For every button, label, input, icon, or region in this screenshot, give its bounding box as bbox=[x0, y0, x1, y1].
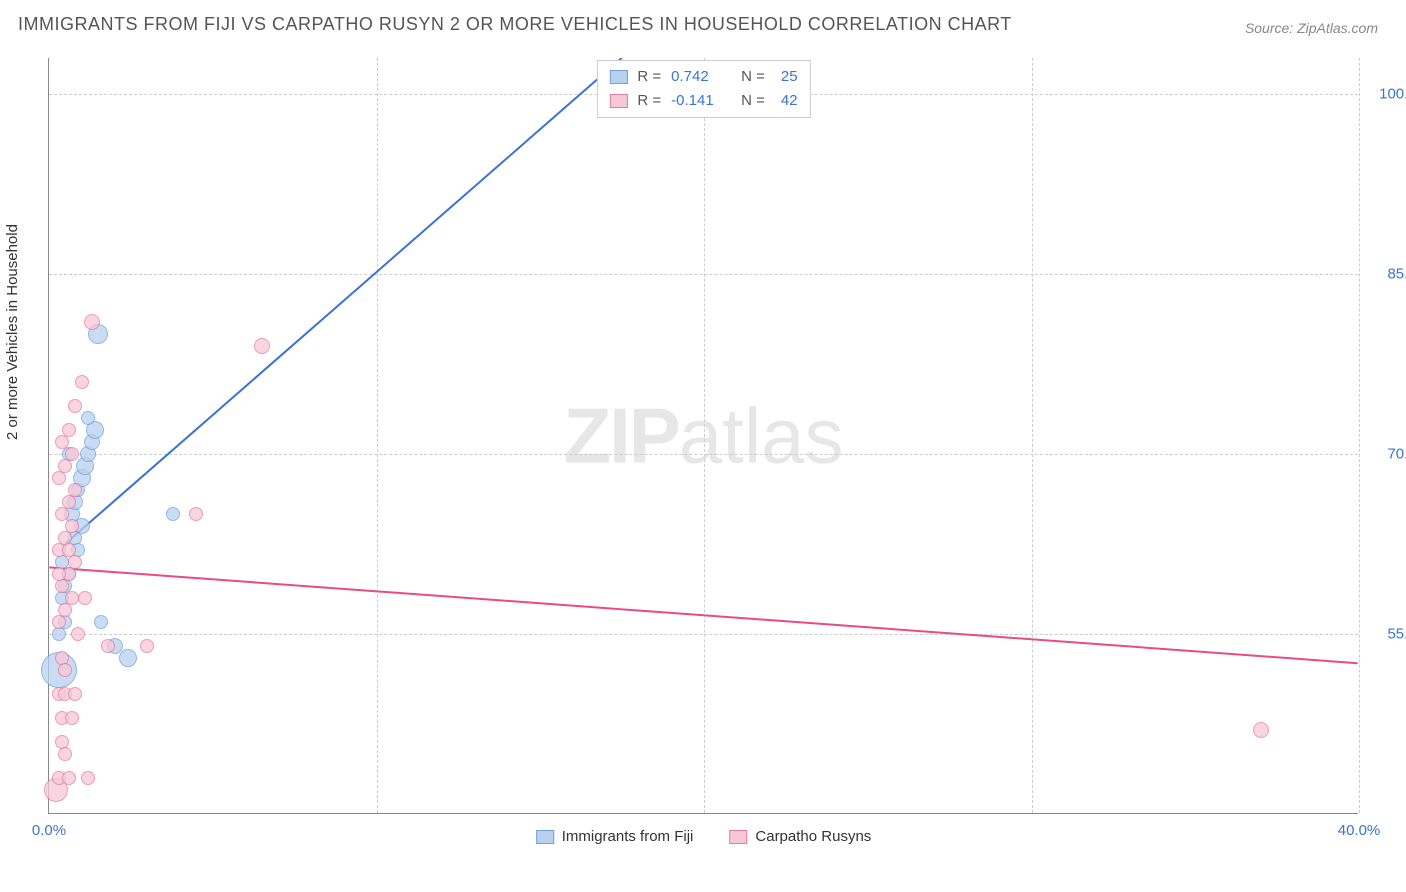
x-tick-label: 40.0% bbox=[1338, 822, 1381, 839]
legend-label-fiji: Immigrants from Fiji bbox=[562, 828, 694, 845]
n-label-carpatho: N = bbox=[741, 89, 765, 113]
bottom-legend: Immigrants from Fiji Carpatho Rusyns bbox=[536, 828, 872, 845]
grid-v bbox=[377, 58, 378, 813]
data-point-carpatho bbox=[254, 338, 270, 354]
legend-label-carpatho: Carpatho Rusyns bbox=[755, 828, 871, 845]
y-axis-label: 2 or more Vehicles in Household bbox=[4, 224, 21, 440]
data-point-carpatho bbox=[68, 399, 82, 413]
data-point-carpatho bbox=[1253, 722, 1269, 738]
data-point-carpatho bbox=[52, 471, 66, 485]
data-point-carpatho bbox=[65, 591, 79, 605]
data-point-carpatho bbox=[62, 495, 76, 509]
data-point-carpatho bbox=[75, 375, 89, 389]
data-point-carpatho bbox=[58, 459, 72, 473]
data-point-carpatho bbox=[101, 639, 115, 653]
swatch-carpatho bbox=[609, 94, 627, 108]
data-point-carpatho bbox=[68, 483, 82, 497]
n-value-carpatho: 42 bbox=[781, 89, 798, 113]
stats-row-carpatho: R = -0.141 N = 42 bbox=[609, 89, 797, 113]
data-point-fiji bbox=[94, 615, 108, 629]
data-point-fiji bbox=[119, 649, 137, 667]
data-point-carpatho bbox=[52, 567, 66, 581]
data-point-fiji bbox=[81, 411, 95, 425]
data-point-carpatho bbox=[55, 579, 69, 593]
swatch-fiji bbox=[609, 70, 627, 84]
y-tick-label: 55.0% bbox=[1387, 626, 1406, 643]
grid-v bbox=[1359, 58, 1360, 813]
data-point-carpatho bbox=[65, 447, 79, 461]
data-point-fiji bbox=[52, 627, 66, 641]
source-attribution: Source: ZipAtlas.com bbox=[1245, 20, 1378, 36]
data-point-carpatho bbox=[58, 603, 72, 617]
n-value-fiji: 25 bbox=[781, 65, 798, 89]
x-tick-label: 0.0% bbox=[32, 822, 66, 839]
data-point-carpatho bbox=[62, 423, 76, 437]
y-tick-label: 100.0% bbox=[1379, 86, 1406, 103]
grid-v bbox=[704, 58, 705, 813]
data-point-carpatho bbox=[62, 543, 76, 557]
data-point-carpatho bbox=[58, 663, 72, 677]
n-label-fiji: N = bbox=[741, 65, 765, 89]
legend-item-carpatho: Carpatho Rusyns bbox=[729, 828, 871, 845]
data-point-carpatho bbox=[78, 591, 92, 605]
r-label-fiji: R = bbox=[637, 65, 661, 89]
data-point-carpatho bbox=[65, 519, 79, 533]
stats-box: R = 0.742 N = 25 R = -0.141 N = 42 bbox=[596, 60, 810, 118]
grid-v bbox=[1032, 58, 1033, 813]
data-point-carpatho bbox=[55, 507, 69, 521]
data-point-carpatho bbox=[189, 507, 203, 521]
data-point-carpatho bbox=[58, 747, 72, 761]
data-point-carpatho bbox=[68, 555, 82, 569]
data-point-carpatho bbox=[71, 627, 85, 641]
plot-area: ZIPatlas 55.0%70.0%85.0%100.0%0.0%40.0% … bbox=[48, 58, 1358, 814]
data-point-fiji bbox=[166, 507, 180, 521]
data-point-carpatho bbox=[62, 771, 76, 785]
legend-swatch-carpatho bbox=[729, 830, 747, 844]
r-label-carpatho: R = bbox=[637, 89, 661, 113]
y-tick-label: 70.0% bbox=[1387, 446, 1406, 463]
data-point-carpatho bbox=[68, 687, 82, 701]
data-point-carpatho bbox=[65, 711, 79, 725]
r-value-carpatho: -0.141 bbox=[671, 89, 731, 113]
data-point-carpatho bbox=[84, 314, 100, 330]
stats-row-fiji: R = 0.742 N = 25 bbox=[609, 65, 797, 89]
data-point-carpatho bbox=[52, 615, 66, 629]
legend-item-fiji: Immigrants from Fiji bbox=[536, 828, 694, 845]
data-point-carpatho bbox=[81, 771, 95, 785]
watermark-bold: ZIP bbox=[563, 391, 678, 479]
r-value-fiji: 0.742 bbox=[671, 65, 731, 89]
chart-title: IMMIGRANTS FROM FIJI VS CARPATHO RUSYN 2… bbox=[18, 14, 1012, 35]
data-point-carpatho bbox=[55, 435, 69, 449]
legend-swatch-fiji bbox=[536, 830, 554, 844]
data-point-carpatho bbox=[140, 639, 154, 653]
trendline-fiji bbox=[66, 58, 622, 543]
y-tick-label: 85.0% bbox=[1387, 266, 1406, 283]
